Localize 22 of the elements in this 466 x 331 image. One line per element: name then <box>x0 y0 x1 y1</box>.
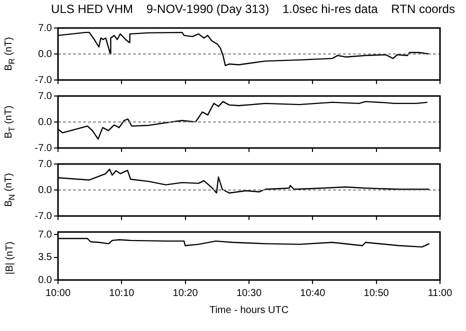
y-tick-label: 7.0 <box>38 90 52 102</box>
y-tick-label: 7.0 <box>38 229 52 240</box>
x-tick-label: 10:40 <box>300 288 326 299</box>
y-tick-label: 0.0 <box>38 116 52 128</box>
x-tick-label: 10:30 <box>236 288 262 299</box>
y-tick-label: 0.0 <box>38 48 52 60</box>
y-tick-label: -7.0 <box>34 142 52 154</box>
y-tick-label: 0.0 <box>38 184 52 196</box>
y-tick-label: -7.0 <box>34 74 52 86</box>
y-tick-label: -7.0 <box>34 210 52 222</box>
x-tick-label: 10:50 <box>364 288 390 299</box>
y-axis-title: |B| (nT) <box>4 242 16 274</box>
x-tick-label: 10:00 <box>45 288 71 299</box>
chart-title: ULS HED VHM 9-NOV-1990 (Day 313) 1.0sec hi-res data RTN coords <box>50 2 456 18</box>
x-axis-title: Time - hours UTC <box>209 304 289 316</box>
x-tick-label: 11:00 <box>428 288 453 299</box>
x-tick-label: 10:20 <box>172 288 198 299</box>
x-tick-label: 10:10 <box>109 288 135 299</box>
y-tick-label: 3.5 <box>38 252 52 264</box>
y-tick-label: 7.0 <box>38 158 52 170</box>
y-tick-label: 7.0 <box>38 22 52 34</box>
y-tick-label: 0.0 <box>38 274 52 286</box>
